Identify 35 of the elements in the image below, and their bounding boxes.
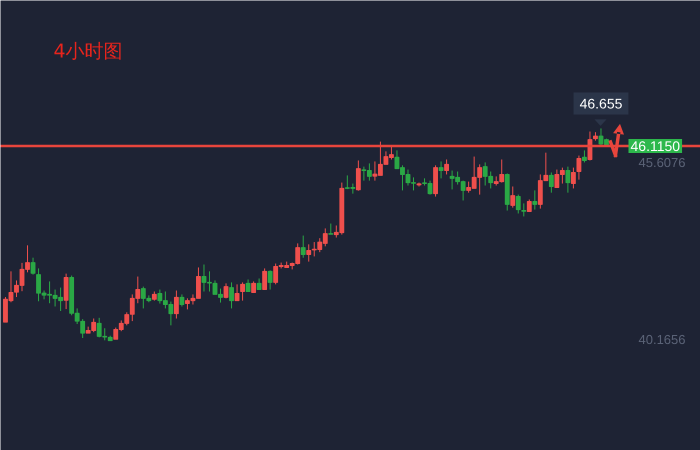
candlestick <box>548 172 554 194</box>
candlestick <box>521 202 526 217</box>
candlestick <box>510 186 516 208</box>
candlestick <box>256 278 262 290</box>
candlestick <box>516 194 521 214</box>
text: 4小时图 <box>54 40 123 62</box>
candlestick <box>152 291 157 302</box>
candlestick <box>246 278 251 292</box>
candlestick <box>64 273 69 310</box>
candlestick <box>532 190 538 210</box>
candlestick <box>30 257 36 276</box>
ref-line-label: 46.1150 <box>630 138 680 154</box>
candlestick <box>328 223 334 235</box>
candlestick <box>565 166 570 194</box>
candlestick <box>300 235 306 258</box>
candlestick <box>234 284 240 302</box>
candlestick <box>582 150 587 163</box>
annotation: 46.655 <box>580 95 623 112</box>
candlestick <box>444 158 450 175</box>
candlestick <box>179 294 184 307</box>
candlestick <box>356 160 361 192</box>
candlestick <box>251 280 256 293</box>
candlestick <box>576 155 582 180</box>
candlestick <box>174 290 179 319</box>
y-tick-label: 40.1656 <box>638 332 686 347</box>
y-tick-label: 45.6076 <box>638 155 686 170</box>
candlestick <box>229 282 234 309</box>
candlestick <box>526 198 532 212</box>
candlestick <box>268 270 273 290</box>
candlestick <box>438 160 444 179</box>
candlestick <box>588 131 592 161</box>
candlestick <box>240 282 245 302</box>
candlestick <box>224 282 228 299</box>
candlestick <box>570 167 576 189</box>
candlestick <box>262 268 268 290</box>
